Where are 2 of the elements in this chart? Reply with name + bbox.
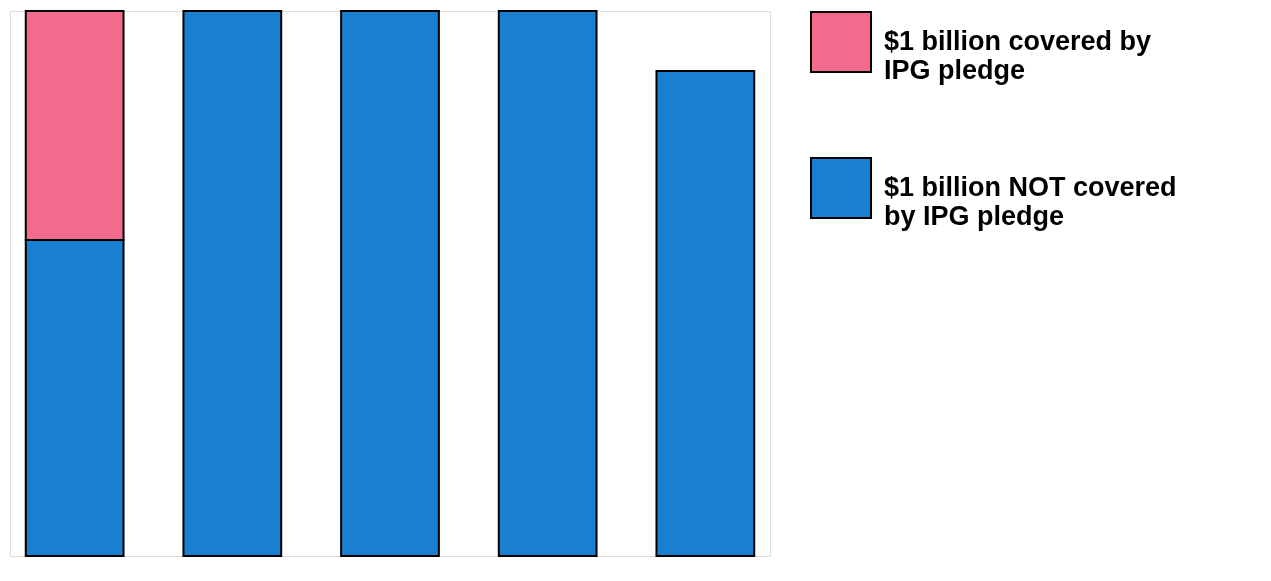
legend-label: $1 billion NOT covered by IPG pledge <box>884 172 1177 231</box>
legend-label: $1 billion covered by IPG pledge <box>884 26 1152 85</box>
